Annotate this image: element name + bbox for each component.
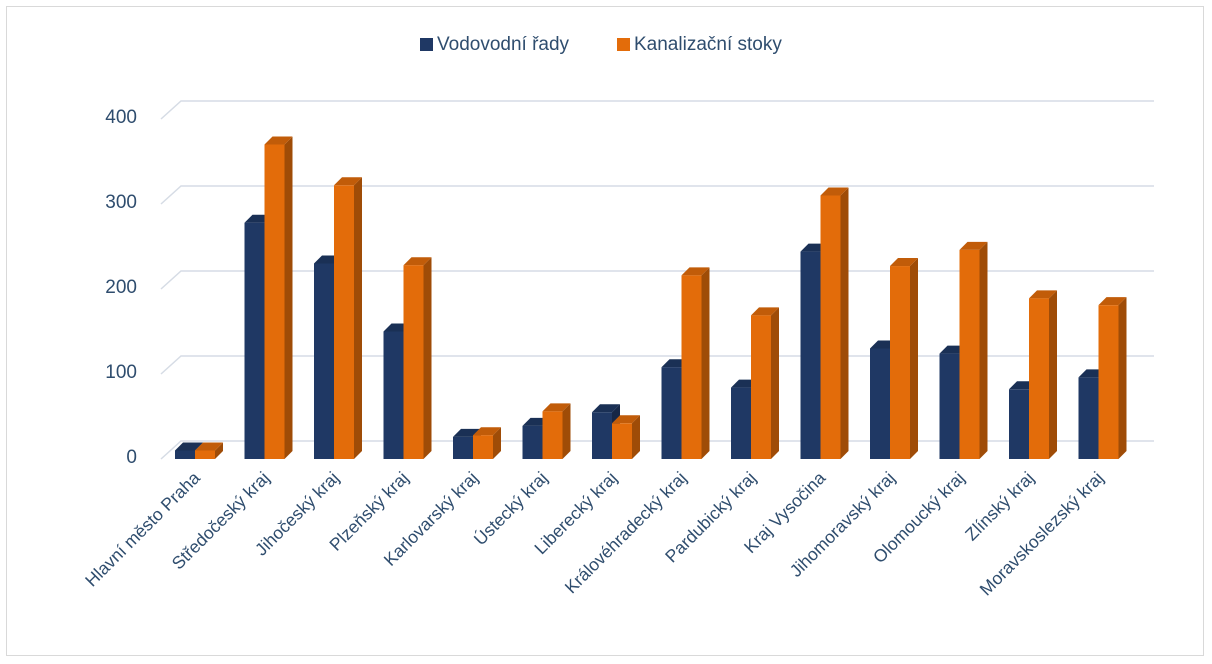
bar-kanalizacni-1 [264,136,293,459]
bar-kanalizacni-8 [751,307,779,459]
x-tick-label: Hlavní město Praha [81,468,204,591]
bar-kanalizacni-6 [612,415,640,459]
bar-kanalizacni-4 [473,427,501,459]
y-tick-label: 300 [105,192,137,213]
legend-item-vodovodni: Vodovodní řady [420,34,570,55]
bar-kanalizacni-11 [959,241,988,459]
bar-kanalizacni-13 [1098,297,1127,459]
chart-frame: 0 100 200 300 400 Hlavní město Praha Středoče… [6,6,1204,656]
bar-kanalizacni-2 [334,177,362,460]
y-tick-label: 400 [105,107,137,128]
y-tick-label: 200 [105,277,137,298]
y-axis-ticks: 0 100 200 300 400 [105,107,137,468]
bar-kanalizacni-7 [681,267,710,459]
gridline-0 [160,440,1154,460]
legend-swatch [420,38,433,51]
x-tick-label: Zlínský kraj [961,468,1038,545]
bar-kanalizacni-0 [195,442,223,459]
legend-label: Kanalizační stoky [634,34,782,55]
legend-swatch [617,38,630,51]
legend-label: Vodovodní řady [437,34,570,55]
y-tick-label: 0 [126,447,137,468]
legend: Vodovodní řady Kanalizační stoky [420,34,782,55]
legend-item-kanalizacni: Kanalizační stoky [617,34,782,55]
x-tick-label: Královéhradecký kraj [561,468,691,598]
gridline-400 [160,100,1154,120]
bars [175,136,1127,460]
gridline-100 [160,355,1154,375]
bar-kanalizacni-9 [820,187,849,459]
x-tick-label: Moravskoslezský kraj [976,468,1108,600]
bar-kanalizacni-10 [890,258,918,459]
bar-kanalizacni-3 [403,257,432,459]
bar-kanalizacni-12 [1029,290,1057,459]
y-tick-label: 100 [105,362,137,383]
grid-layer [160,100,1154,460]
gridline-200 [160,270,1154,290]
bar-kanalizacni-5 [542,403,571,459]
bar-chart: 0 100 200 300 400 Hlavní město PrahaStředoče… [81,34,1154,599]
gridline-300 [160,185,1154,205]
